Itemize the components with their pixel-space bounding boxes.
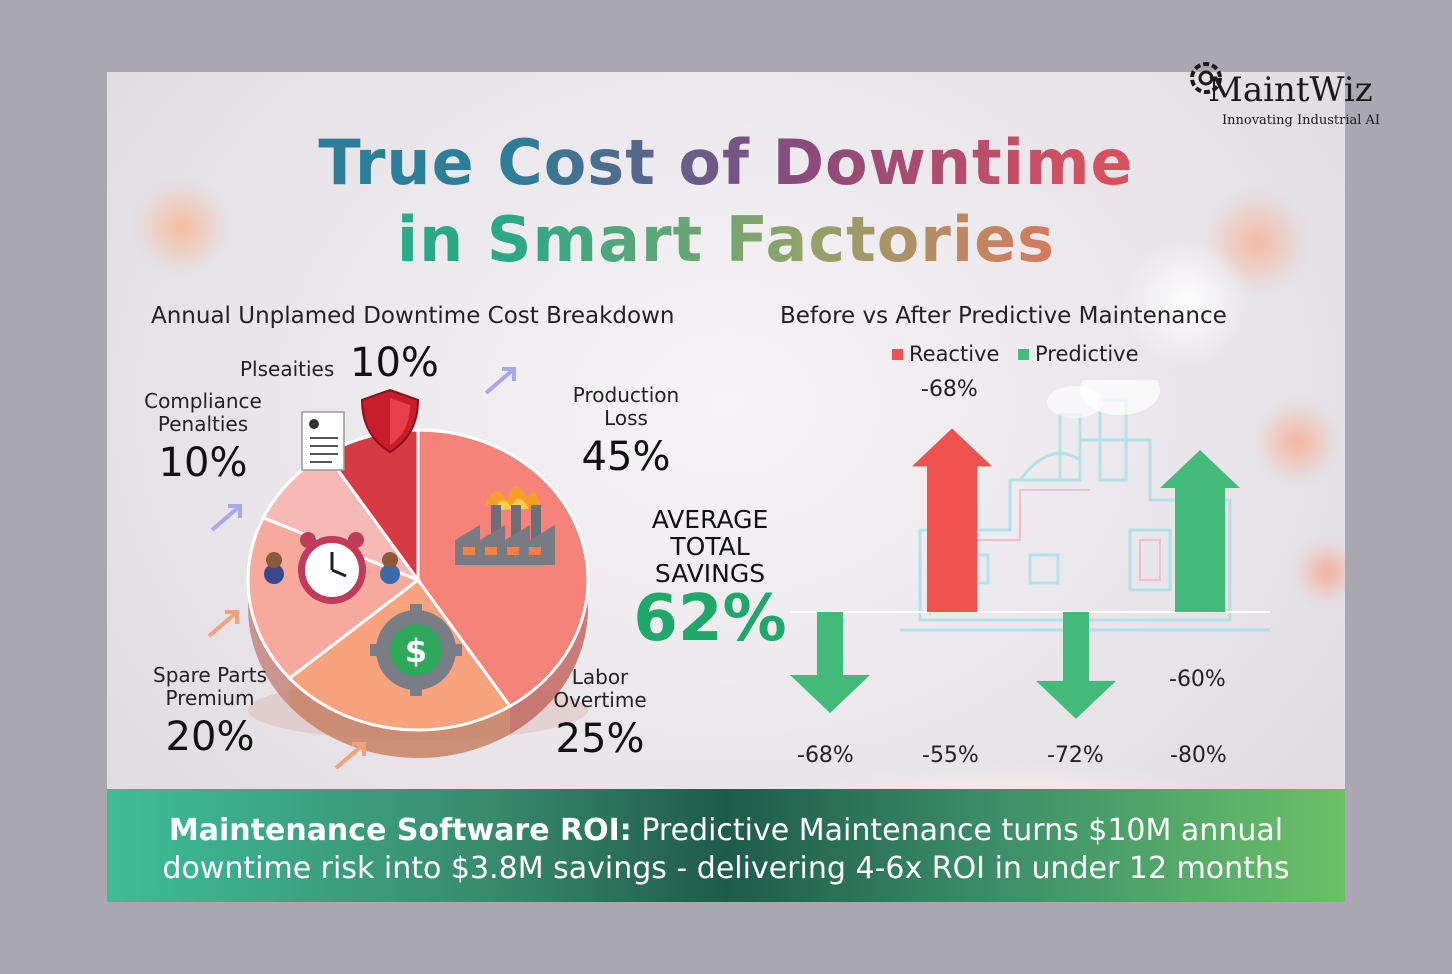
savings-label-line1: AVERAGE bbox=[651, 505, 769, 534]
legend-reactive: Reactive bbox=[892, 342, 999, 366]
pie-slice-spare-parts-side bbox=[248, 517, 290, 707]
arrow-2-reactive-up bbox=[912, 428, 992, 612]
banner-line1: Predictive Maintenance turns $10M annual bbox=[631, 813, 1284, 848]
compliance-pct: 10% bbox=[158, 440, 248, 486]
penalties-pct: 10% bbox=[350, 340, 439, 386]
arrow-chart bbox=[790, 428, 1270, 719]
production-label-line2: Loss bbox=[604, 406, 648, 430]
trend-arrow-icon bbox=[207, 610, 239, 638]
brand-name: MaintWiz bbox=[1208, 70, 1373, 110]
roi-banner-text: Maintenance Software ROI: Predictive Mai… bbox=[107, 812, 1345, 888]
labor-label-line1: Labor bbox=[571, 665, 629, 689]
labor-pct: 25% bbox=[555, 716, 645, 762]
page-title-line1: True Cost of Downtime bbox=[0, 126, 1452, 199]
maintwiz-logo-icon bbox=[1190, 62, 1222, 94]
banner-lead: Maintenance Software ROI: bbox=[168, 813, 632, 848]
brand-tagline: Innovating Industrial AI bbox=[1222, 113, 1381, 128]
arrow-3-predictive-down bbox=[1036, 612, 1116, 719]
trend-arrow-icon bbox=[334, 742, 366, 770]
pie-slice-labor-overtime-side bbox=[289, 678, 510, 758]
production-label-line1: Production bbox=[572, 383, 680, 407]
legend-predictive: Predictive bbox=[1018, 342, 1139, 366]
spare-parts-pct: 20% bbox=[165, 714, 255, 760]
penalties-label: Plseaities bbox=[240, 357, 335, 381]
shield-icon bbox=[360, 388, 420, 454]
arrow-4-predictive-up bbox=[1160, 450, 1240, 612]
pie-chart-title: Annual Unplamed Downtime Cost Breakdown bbox=[151, 303, 675, 329]
svg-text:$: $ bbox=[405, 632, 427, 670]
savings-label-line3: SAVINGS bbox=[654, 559, 766, 588]
bottom-label-3: -72% bbox=[1047, 743, 1104, 768]
arrow-1-predictive-down bbox=[790, 612, 870, 713]
compliance-label-line1: Compliance bbox=[144, 389, 262, 413]
clock-icon bbox=[264, 532, 400, 604]
production-pct: 45% bbox=[581, 434, 671, 480]
roi-banner bbox=[107, 789, 1345, 902]
savings-value: 62% bbox=[633, 582, 787, 656]
bottom-label-1: -68% bbox=[797, 743, 854, 768]
trend-arrow-icon bbox=[484, 367, 516, 395]
labor-label-line2: Overtime bbox=[553, 688, 647, 712]
document-icon bbox=[301, 411, 345, 471]
pie-chart: $ bbox=[246, 388, 590, 758]
bottom-label-2: -55% bbox=[922, 743, 979, 768]
spare-parts-label-line1: Spare Parts bbox=[153, 663, 267, 687]
trend-arrow-icon bbox=[210, 504, 242, 532]
bottom-label-4: -80% bbox=[1170, 743, 1227, 768]
page-title-line2: in Smart Factories bbox=[0, 203, 1452, 276]
reactive-arrow-label: -68% bbox=[921, 377, 978, 402]
banner-line2: downtime risk into $3.8M savings - deliv… bbox=[162, 851, 1290, 886]
legend-reactive-label: Reactive bbox=[909, 342, 1000, 366]
predictive-up-arrow-label: -60% bbox=[1169, 667, 1226, 692]
dollar-gear-icon: $ bbox=[370, 604, 462, 696]
legend-predictive-swatch bbox=[1018, 348, 1029, 360]
spare-parts-label-line2: Premium bbox=[165, 686, 255, 710]
compliance-label-line2: Penalties bbox=[157, 412, 249, 436]
bar-chart-title: Before vs After Predictive Maintenance bbox=[780, 303, 1227, 329]
legend-predictive-label: Predictive bbox=[1035, 342, 1139, 366]
legend-reactive-swatch bbox=[892, 348, 903, 360]
factory-icon bbox=[455, 486, 555, 565]
savings-label-line2: TOTAL bbox=[670, 532, 750, 561]
